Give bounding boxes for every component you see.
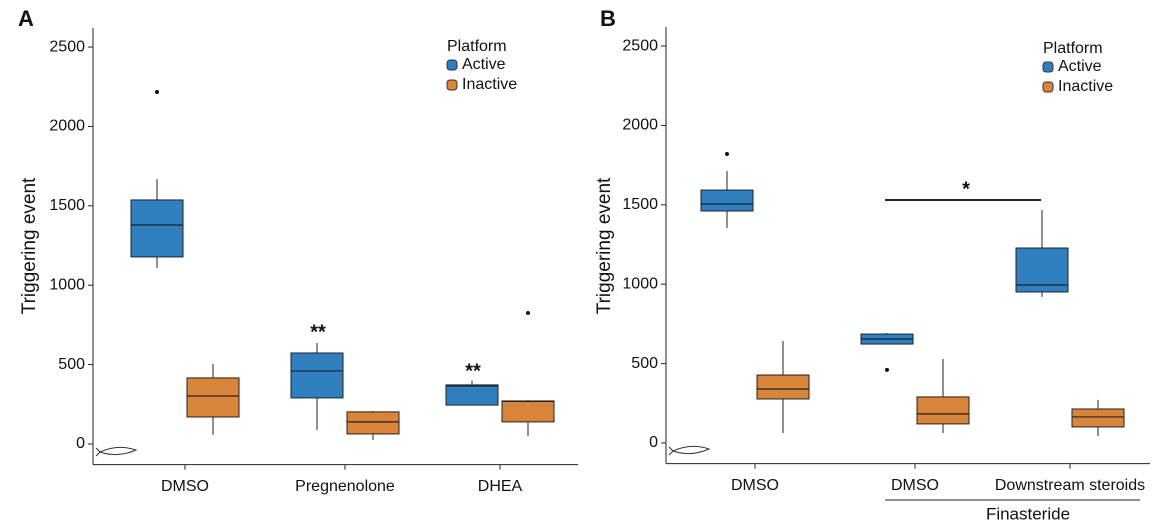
box: [186, 377, 240, 418]
legend-key: [1042, 81, 1054, 93]
legend-label: Inactive: [462, 76, 517, 93]
legend-key: [1042, 61, 1054, 73]
y-tick-label: 2000: [49, 118, 85, 135]
legend-label: Active: [462, 56, 506, 73]
box: [700, 189, 754, 212]
box: [445, 384, 499, 406]
outlier: [155, 89, 159, 94]
legend-key: [446, 59, 458, 71]
legend-label: Inactive: [1058, 78, 1113, 95]
legend-key: [446, 79, 458, 91]
annotation: **: [310, 321, 326, 343]
fish-icon: [95, 446, 138, 457]
y-axis-label: Triggering event: [594, 177, 615, 314]
y-axis-label: Triggering event: [19, 177, 40, 314]
x-tick-label: DMSO: [891, 477, 939, 494]
y-tick-label: 0: [649, 434, 658, 451]
y-tick-label: 1500: [622, 196, 658, 213]
x-tick-label: Pregnenolone: [295, 478, 395, 495]
x-tick-label: DMSO: [731, 477, 779, 494]
box: [916, 396, 970, 425]
annotation: **: [465, 360, 481, 382]
box: [501, 400, 555, 423]
y-tick-label: 1000: [622, 275, 658, 292]
y-tick-label: 500: [58, 356, 85, 373]
annotation: *: [962, 178, 970, 200]
y-tick-label: 2000: [622, 117, 658, 134]
outlier: [526, 310, 530, 315]
panel-label: A: [18, 6, 34, 31]
legend-title: Platform: [1043, 40, 1103, 57]
box: [346, 411, 400, 435]
box: [290, 352, 344, 399]
panel-label: B: [600, 6, 616, 31]
outlier: [885, 367, 889, 372]
legend-title: Platform: [447, 38, 507, 55]
x-tick-label: DMSO: [161, 478, 209, 495]
fish-icons: [95, 445, 711, 457]
y-tick-label: 2500: [49, 38, 85, 55]
y-tick-label: 1000: [49, 276, 85, 293]
y-tick-label: 1500: [49, 197, 85, 214]
y-tick-label: 2500: [622, 37, 658, 54]
fish-icon: [668, 445, 711, 456]
box: [1071, 408, 1125, 428]
x-tick-label: Downstream steroids: [995, 477, 1145, 494]
box: [756, 374, 810, 400]
group-label: Finasteride: [986, 504, 1070, 523]
y-tick-label: 500: [631, 355, 658, 372]
legend-label: Active: [1058, 58, 1102, 75]
y-tick-label: 0: [76, 435, 85, 452]
outlier: [725, 152, 729, 157]
x-tick-label: DHEA: [478, 478, 523, 495]
box: [130, 199, 184, 258]
